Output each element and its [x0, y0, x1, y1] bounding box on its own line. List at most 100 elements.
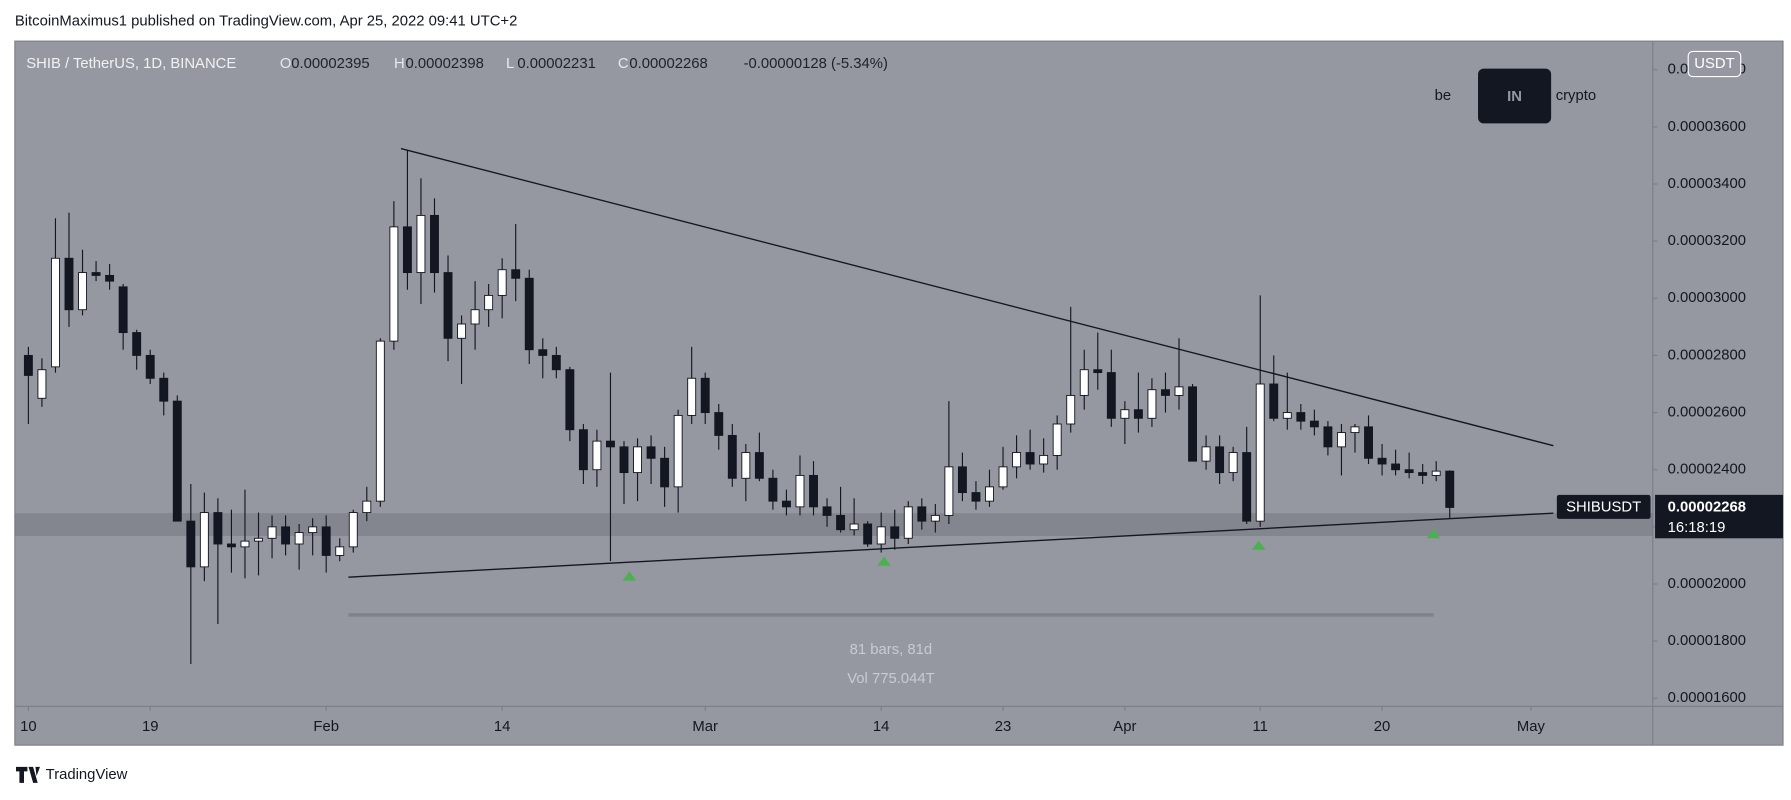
candle-body [362, 500, 372, 514]
candle-body [1391, 463, 1401, 471]
candle-body [1079, 369, 1089, 396]
legend-value: 0.00002395 [291, 56, 369, 72]
candle-body [308, 526, 318, 534]
currency-badge[interactable] [1687, 50, 1742, 78]
candle-body [1106, 372, 1116, 419]
candle-body [863, 523, 873, 545]
x-tick-label: 20 [1374, 719, 1391, 735]
candle-body [1269, 383, 1279, 419]
legend-value: 0.00002398 [405, 56, 483, 72]
ascending-trendline [348, 512, 1554, 578]
price-change: -0.00000128 (-5.34%) [744, 56, 888, 72]
candle-body [132, 332, 142, 356]
candle-body [511, 269, 521, 279]
candle-body [768, 477, 778, 502]
candle-body [348, 512, 358, 548]
legend-value: 0.00002268 [629, 56, 707, 72]
x-tick-label: 11 [1253, 719, 1268, 735]
candle-body [606, 440, 615, 448]
candle-body [51, 257, 60, 368]
symbol-label: SHIBUSDT [1566, 499, 1641, 515]
candle-body [430, 214, 439, 274]
candle-body [741, 452, 751, 479]
candle-body [1039, 454, 1049, 465]
candle-body [1431, 470, 1441, 476]
candle-body [1066, 394, 1076, 425]
candle-body [159, 377, 169, 402]
support-zone [14, 513, 1653, 536]
logo-mark [15, 766, 40, 783]
x-tick-label: 10 [20, 719, 37, 735]
candle-body [1147, 389, 1157, 419]
candle-body [281, 526, 291, 545]
legend-value: 0.00002231 [517, 56, 595, 72]
symbol-badge [1556, 494, 1651, 519]
candle-body [673, 414, 683, 488]
candle-body [836, 514, 846, 531]
candle-body [551, 354, 561, 371]
candle-body [822, 506, 832, 516]
candle-body [592, 440, 602, 471]
candle-body [1120, 409, 1130, 419]
plot-area: 81 bars, 81d Vol 775.044T [14, 147, 1653, 687]
candle-body [321, 526, 331, 556]
y-tick-label: 0.00002000 [1668, 576, 1746, 592]
x-tick-label: Mar [692, 719, 718, 735]
candle-body [1161, 389, 1170, 396]
y-tick-label: 0.00003400 [1668, 176, 1746, 192]
candle-body [660, 457, 670, 488]
y-tick-label: 0.00002400 [1668, 462, 1746, 478]
x-tick-label: 14 [494, 719, 511, 735]
candle-body [1012, 452, 1022, 468]
last-price-badge [1655, 494, 1784, 539]
legend-key: H [394, 56, 405, 72]
candle-body [1282, 412, 1292, 419]
candle-body [213, 512, 223, 545]
candle-body [578, 429, 588, 471]
candle-body [890, 526, 900, 539]
candle-body [971, 492, 981, 502]
candle-body [199, 512, 209, 568]
candle-body [687, 377, 697, 416]
candle-body [172, 400, 182, 522]
candle-body [930, 514, 940, 522]
tradingview-logo: TradingView [15, 766, 128, 783]
ohlc-legend: O 0.00002395 H 0.00002398 L 0.00002231 C 0.0000… [280, 56, 708, 72]
candle-body [1025, 452, 1035, 465]
axes: 0.000016000.000018000.000020000.00002200… [20, 62, 1746, 735]
chart-background [14, 40, 1784, 746]
candle-body [619, 446, 629, 474]
watermark-box-text: IN [1507, 89, 1522, 105]
candle-body [1052, 423, 1062, 456]
candle-body [78, 272, 87, 311]
candle-body [1093, 369, 1103, 374]
candle-body [781, 500, 791, 508]
candle-body [497, 269, 507, 296]
legend-key: L [506, 56, 514, 72]
bar-countdown: 16:18:19 [1668, 520, 1726, 536]
candle-body [1296, 412, 1306, 422]
support-arrow [622, 571, 637, 581]
candle-body [375, 340, 385, 502]
candle-body [714, 412, 724, 436]
candle-body [1364, 426, 1373, 459]
x-tick-label: 19 [142, 719, 159, 735]
currency-label[interactable]: USDT [1694, 56, 1734, 72]
candle-body [484, 294, 494, 311]
candle-body [1309, 420, 1319, 428]
x-tick-label: 23 [995, 719, 1012, 735]
candle-body [754, 452, 764, 479]
candle-body [1350, 426, 1360, 434]
candles [23, 149, 1455, 664]
candle-body [254, 537, 263, 542]
candle-body [402, 226, 412, 274]
measure-volume: Vol 775.044T [847, 671, 934, 687]
candle-body [118, 286, 128, 334]
candle-body [727, 434, 737, 479]
candle-body [917, 506, 927, 522]
candle-body [1255, 383, 1265, 522]
candle-body [809, 474, 818, 508]
candle-body [91, 272, 101, 276]
y-tick-label: 0.00001600 [1668, 690, 1746, 706]
